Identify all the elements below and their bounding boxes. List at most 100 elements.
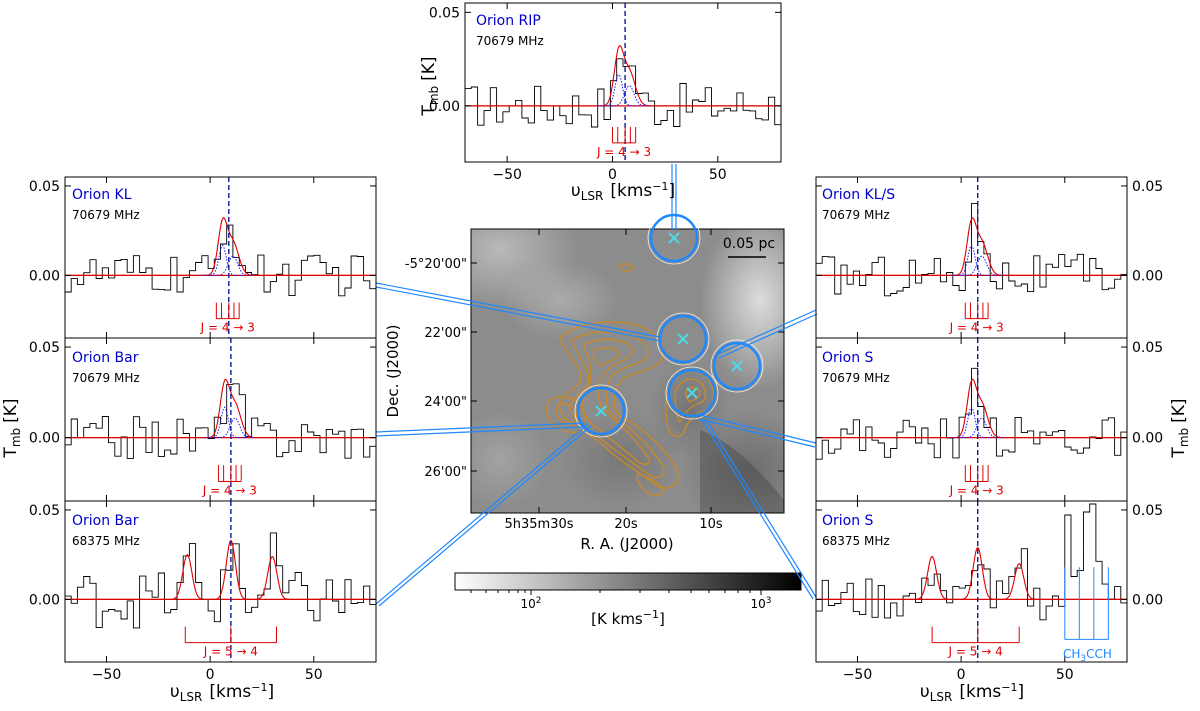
panel-freq: 68375 MHz [822,534,890,548]
panel-freq: 70679 MHz [822,208,890,222]
beam-circle-rip[interactable] [649,213,699,263]
colorbar-tick-label: 103 [750,596,771,611]
component-line [950,244,993,276]
panel-title: Orion RIP [476,13,541,29]
fit-line [816,378,1127,439]
component-line [597,73,640,107]
fit-line [65,216,376,276]
position-crosses [595,232,743,417]
x-axis-label: υLSR [kms−1] [920,681,1024,704]
x-tick-label: 0 [957,667,966,683]
map-panel: -5°20'00" 22'00" 24'00" 26'00" 5h35m30s … [384,211,785,553]
component-line [961,417,1003,439]
fit-line [816,546,1127,600]
beam-circle-s[interactable] [667,368,717,418]
x-tick-label: 50 [709,167,727,183]
spectrum-panel-orion-rip: J = 4 → 3 −50 0 50 0.00 0.05 [429,2,782,183]
beam-circles [576,213,762,436]
transition-label: J = 4 → 3 [949,321,1004,335]
panel-title: Orion Bar [72,513,139,529]
component-line [212,255,254,276]
ra-tick-label: 10s [699,517,723,532]
map-ticks [471,229,784,513]
colorbar: 102 103 [K kms−1] [454,572,802,628]
panel-frame [464,2,782,163]
ra-tick-label: 20s [614,517,638,532]
spectra-panels: J = 4 → 3 −50 0 50 0.00 0.05 J = 4 → 3 0.00 0.05… [29,2,1163,683]
transition-label: J = 5 → 4 [948,645,1003,659]
ch3cch-label: CH3CCH [1063,647,1112,664]
transition-label: J = 4 → 3 [949,483,1004,497]
axis-labels: Tmb[K] Tmb[K] Tmb[K] υLSR [kms−1] υLSR [km… [1,56,1191,704]
cross-marker [668,232,680,244]
colorbar-label: [K kms−1] [591,608,665,628]
y-tick-label: 0.05 [1132,340,1163,356]
y-axis-label: Tmb[K] [1169,398,1191,458]
panel-frame [815,500,1128,663]
y-tick-label: 0.00 [429,99,460,115]
panel-freq: 68375 MHz [72,534,140,548]
cross-marker [731,360,743,372]
transition-label: J = 4 → 3 [202,483,257,497]
transition-label: J = 4 → 3 [596,145,651,159]
dec-tick-labels: -5°20'00" 22'00" 24'00" 26'00" [405,257,467,480]
ra-axis-label: R. A. (J2000) [580,535,673,553]
x-tick-label: −50 [92,667,122,683]
beam-circle-kl[interactable] [658,314,708,364]
panel-freq: 70679 MHz [476,34,544,48]
y-axis-label: Tmb[K] [419,56,441,116]
y-axis-label: Tmb[K] [1,398,23,458]
spectrum-line [65,224,376,297]
y-tick-label: 0.05 [29,179,60,195]
dec-tick-label: -5°20'00" [405,257,467,272]
scale-bar-label: 0.05 pc [723,236,775,252]
spectrum-panel-orion-bar-68: J = 5 → 4 −50 0 50 0.00 0.05 [29,500,377,683]
y-tick-label: 0.05 [1132,503,1163,519]
component-line [950,406,993,439]
panel-title: Orion S [822,350,874,366]
spectrum-line [816,367,1127,460]
cross-marker [677,333,689,345]
dec-tick-label: 26'00" [424,465,467,480]
y-tick-label: 0.05 [29,503,60,519]
spectrum-panel-orion-bar-70: J = 4 → 3 0.00 0.05 [29,337,377,502]
spectrum-panel-orion-s-68: J = 5 → 4 −50 0 50 0.00 0.05 [815,500,1163,683]
fit-line [465,44,781,107]
spectrum-line [65,383,376,459]
cross-marker [686,387,698,399]
beam-circle-bar[interactable] [576,386,626,436]
x-tick-label: −50 [492,167,522,183]
panel-title: Orion Bar [72,350,139,366]
dec-axis-label: Dec. (J2000) [384,325,402,418]
x-tick-label: 0 [608,167,617,183]
fit-line [65,539,376,600]
beam-circle-kl-s[interactable] [712,341,762,391]
connector-lines [375,164,818,607]
x-tick-label: −50 [843,667,873,683]
y-tick-label: 0.00 [1132,431,1163,447]
cross-marker [595,405,607,417]
spectrum-panel-orion-kl-s: J = 4 → 3 0.00 0.05 [815,176,1163,339]
y-tick-label: 0.00 [29,268,60,284]
y-tick-label: 0.05 [429,5,460,21]
component-line [203,406,246,439]
x-tick-label: 50 [305,667,323,683]
component-line [608,85,651,107]
spectrum-line [465,58,781,128]
map-frame [470,228,785,514]
transition-label: J = 5 → 4 [203,645,258,659]
spectrum-panel-orion-kl: J = 4 → 3 0.00 0.05 [29,176,377,339]
x-tick-label: 0 [206,667,215,683]
panel-freq: 70679 MHz [822,371,890,385]
fit-line [816,216,1127,276]
y-tick-label: 0.00 [1132,268,1163,284]
panel-frame [64,500,377,663]
colorbar-tick-label: 102 [520,596,541,611]
component-line [961,255,1003,276]
transition-label: J = 4 → 3 [200,321,255,335]
panel-labels: Orion RIP 70679 MHz Orion KL 70679 MHz O… [72,13,1112,664]
y-tick-label: 0.05 [29,340,60,356]
x-axis-label: υLSR [kms−1] [170,681,274,704]
component-line [214,417,256,439]
